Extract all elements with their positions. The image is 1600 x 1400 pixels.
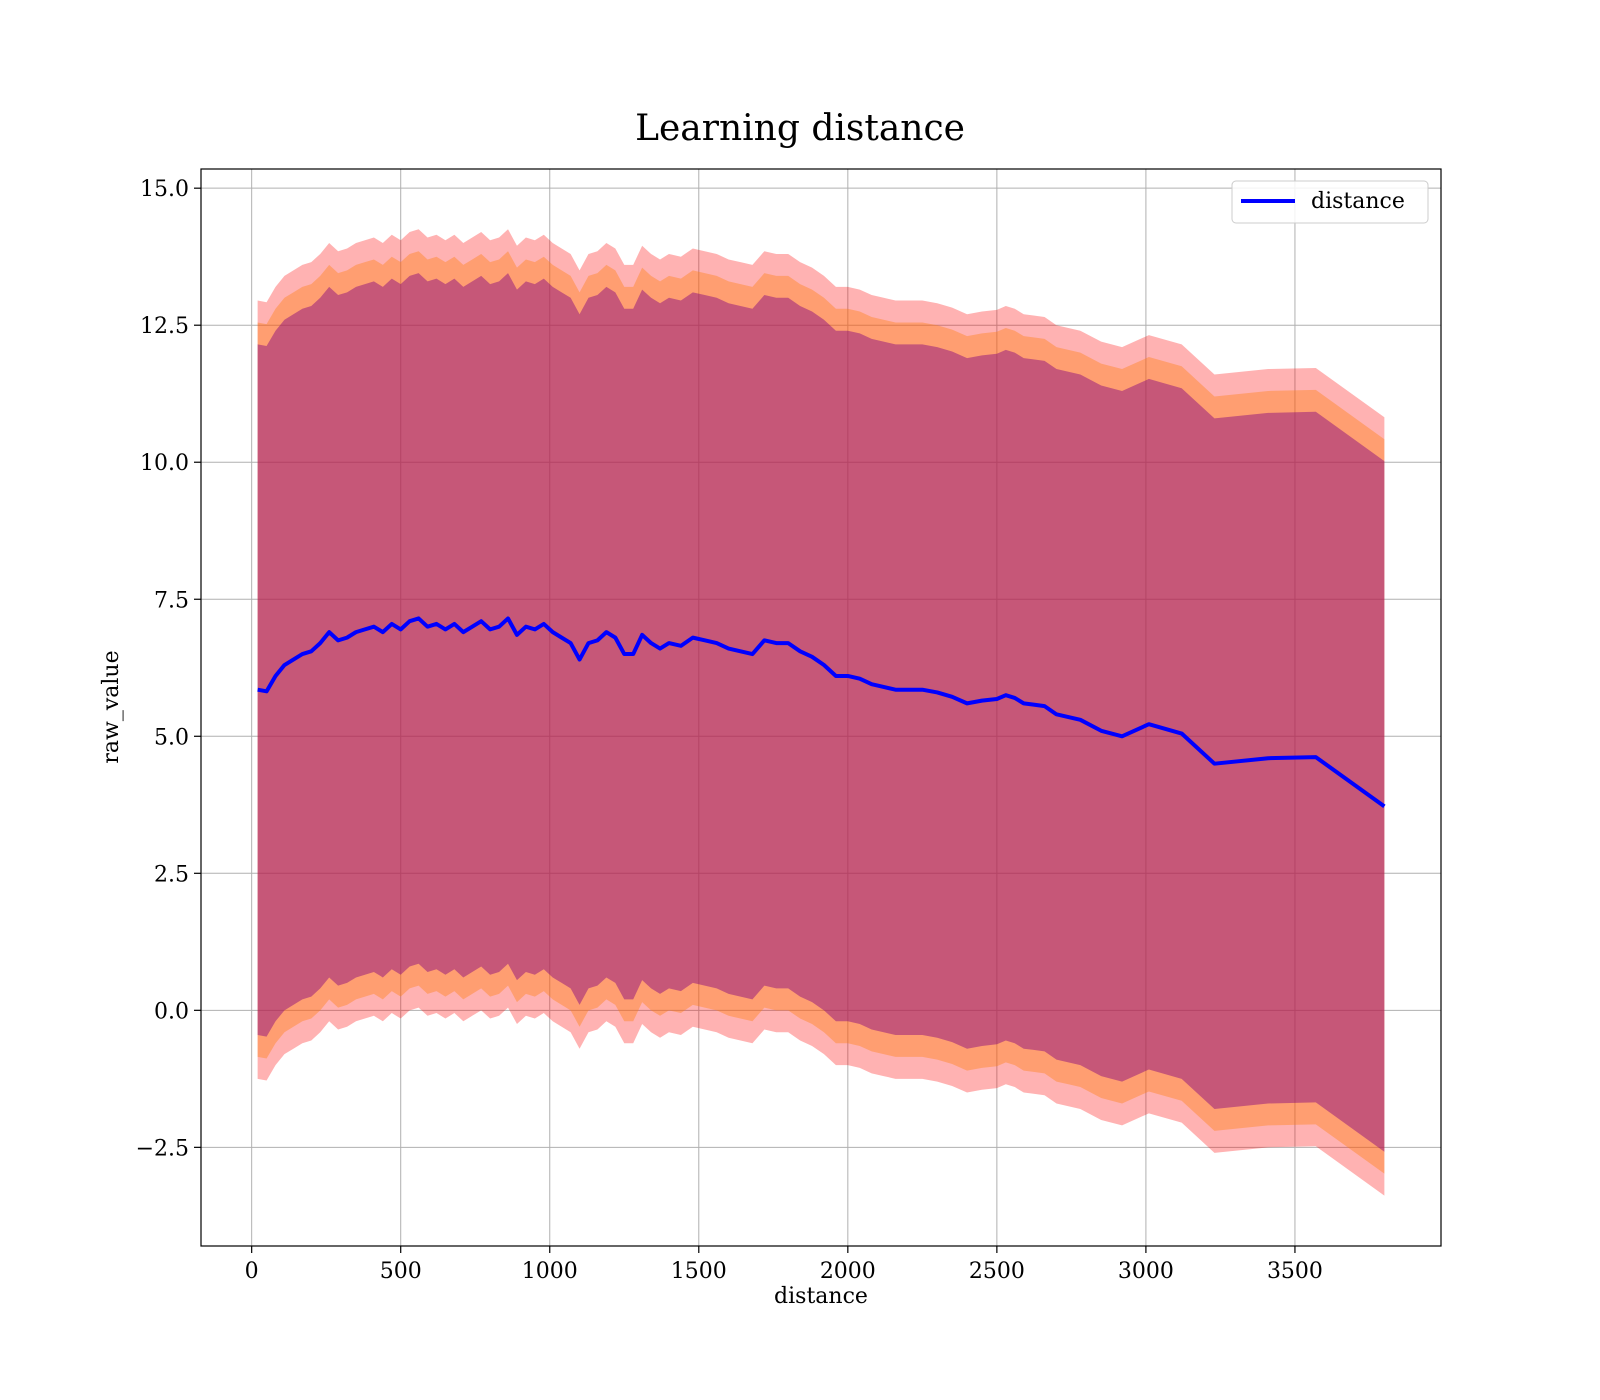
band-middle	[257, 251, 1385, 1174]
x-tick-label: 2000	[820, 1259, 876, 1284]
y-tick-label: 15.0	[140, 177, 189, 202]
chart-title: Learning distance	[635, 108, 965, 149]
x-tick-label: 1000	[522, 1259, 578, 1284]
band-inner	[257, 273, 1385, 1152]
series-line-distance	[257, 616, 1386, 809]
x-tick-label: 3000	[1118, 1259, 1174, 1284]
y-tick-label: −2.5	[136, 1136, 189, 1161]
y-axis: −2.5 0.0 2.5 5.0 7.5 10.0 12.5 15.0	[136, 177, 201, 1161]
y-tick-label: 7.5	[154, 588, 189, 613]
legend-entry-distance: distance	[1311, 189, 1405, 214]
plot-area	[200, 168, 1442, 1247]
y-axis-label: raw_value	[99, 650, 124, 763]
y-tick-label: 0.0	[154, 999, 189, 1024]
legend-box	[1231, 180, 1429, 224]
plot-background	[201, 169, 1441, 1246]
plot-frame	[200, 168, 1442, 1247]
x-tick-label: 0	[245, 1259, 259, 1284]
x-tick-label: 500	[380, 1259, 422, 1284]
series-layer	[257, 616, 1386, 809]
x-axis: 0 500 1000 1500 2000 2500 3000 3500	[245, 1246, 1323, 1284]
y-tick-label: 5.0	[154, 725, 189, 750]
band-outer	[257, 229, 1385, 1196]
y-tick-label: 12.5	[140, 314, 189, 339]
confidence-bands	[257, 229, 1385, 1196]
x-tick-label: 2500	[969, 1259, 1025, 1284]
legend: distance	[1231, 180, 1429, 224]
y-tick-label: 10.0	[140, 451, 189, 476]
x-tick-label: 1500	[671, 1259, 727, 1284]
x-tick-label: 3500	[1267, 1259, 1323, 1284]
y-tick-label: 2.5	[154, 862, 189, 887]
x-axis-label: distance	[774, 1284, 868, 1309]
